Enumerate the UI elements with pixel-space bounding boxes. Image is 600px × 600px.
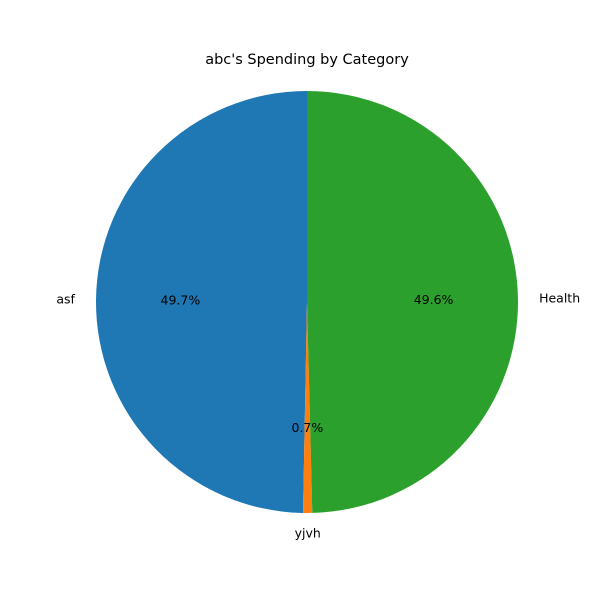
pie-slice-yjvh [303, 302, 313, 513]
slice-percent-asf: 49.7% [161, 292, 201, 307]
slice-label-asf: asf [56, 291, 75, 306]
chart-title: abc's Spending by Category [205, 52, 409, 68]
slice-label-yjvh: yjvh [295, 526, 321, 541]
pie-labels: asf 49.7% yjvh 0.7% Health 49.6% [56, 291, 580, 541]
slice-percent-yjvh: 0.7% [292, 420, 324, 435]
pie-slice-health [307, 91, 518, 513]
pie-slices [95, 91, 518, 513]
slice-label-health: Health [539, 291, 580, 306]
slice-percent-health: 49.6% [414, 292, 454, 307]
pie-slice-asf [95, 91, 307, 513]
